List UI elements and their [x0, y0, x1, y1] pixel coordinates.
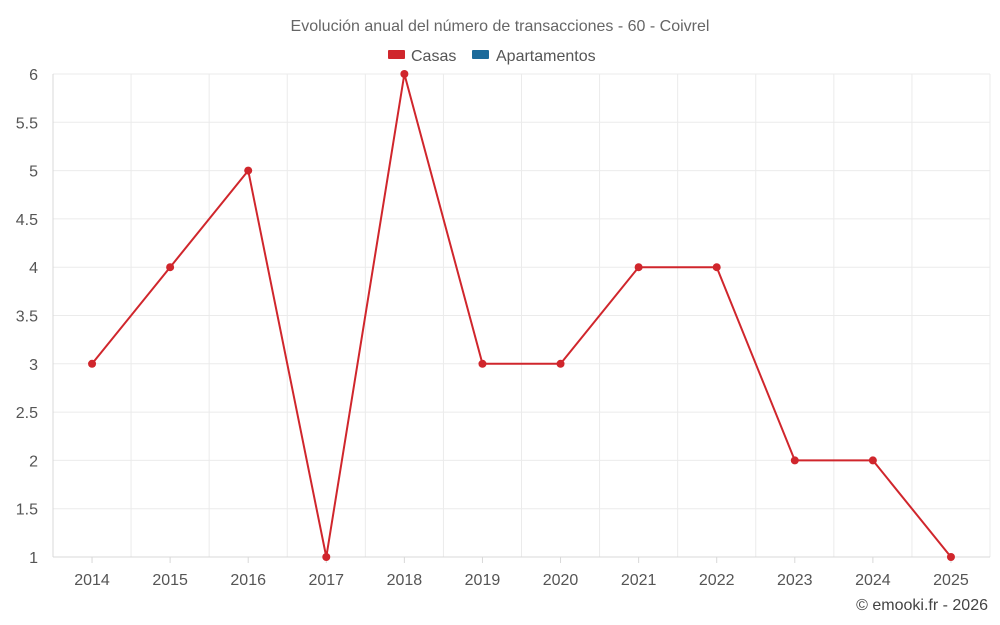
- legend-label-casas: Casas: [411, 48, 456, 65]
- data-point-casas[interactable]: [946, 553, 955, 561]
- x-tick-label: 2020: [543, 572, 579, 589]
- y-tick-label: 6: [29, 67, 38, 84]
- data-point-casas[interactable]: [244, 166, 253, 175]
- data-point-casas[interactable]: [556, 359, 565, 368]
- x-tick-label: 2015: [152, 572, 188, 589]
- legend-label-apartamentos: Apartamentos: [496, 48, 596, 65]
- x-axis-ticks: 2014 2015 2016 2017 2018 2019 2020 2021 2022 2023…: [74, 572, 969, 589]
- legend[interactable]: Casas Apartamentos: [388, 48, 596, 65]
- y-tick-label: 5: [29, 164, 38, 181]
- x-tick-label: 2025: [933, 572, 969, 589]
- x-tick-label: 2022: [699, 572, 735, 589]
- legend-item-casas[interactable]: Casas: [388, 48, 456, 65]
- data-point-casas[interactable]: [166, 263, 175, 272]
- series-line-casas: [91, 73, 952, 558]
- series-group: [88, 70, 955, 561]
- x-tick-label: 2014: [74, 572, 110, 589]
- data-point-casas[interactable]: [400, 70, 409, 78]
- x-tick-label: 2019: [465, 572, 501, 589]
- legend-item-apartamentos[interactable]: Apartamentos: [472, 48, 596, 65]
- y-tick-label: 4.5: [16, 212, 38, 229]
- legend-swatch-casas: [388, 50, 405, 59]
- data-point-casas[interactable]: [634, 263, 643, 272]
- y-tick-label: 2: [29, 453, 38, 470]
- y-tick-label: 3: [29, 357, 38, 374]
- y-tick-label: 4: [29, 260, 38, 277]
- x-tick-label: 2017: [308, 572, 344, 589]
- y-tick-label: 3.5: [16, 309, 38, 326]
- y-tick-label: 1: [29, 550, 38, 567]
- y-axis-ticks: 1 1.5 2 2.5 3 3.5 4 4.5 5 5.5 6: [16, 67, 38, 567]
- data-point-casas[interactable]: [88, 359, 97, 368]
- legend-swatch-apartamentos: [472, 50, 489, 59]
- axes: [52, 74, 990, 563]
- grid: [52, 73, 991, 557]
- data-point-casas[interactable]: [790, 456, 799, 465]
- x-tick-label: 2018: [387, 572, 423, 589]
- x-tick-label: 2016: [230, 572, 266, 589]
- y-tick-label: 1.5: [16, 502, 38, 519]
- x-tick-label: 2023: [777, 572, 813, 589]
- data-point-casas[interactable]: [868, 456, 877, 465]
- x-tick-label: 2024: [855, 572, 891, 589]
- chart-title: Evolución anual del número de transaccio…: [291, 18, 710, 35]
- data-point-casas[interactable]: [712, 263, 721, 272]
- x-tick-label: 2021: [621, 572, 657, 589]
- data-point-casas[interactable]: [322, 553, 331, 561]
- credit-text: © emooki.fr - 2026: [856, 597, 988, 614]
- y-tick-label: 2.5: [16, 405, 38, 422]
- y-tick-label: 5.5: [16, 115, 38, 132]
- data-point-casas[interactable]: [478, 359, 487, 368]
